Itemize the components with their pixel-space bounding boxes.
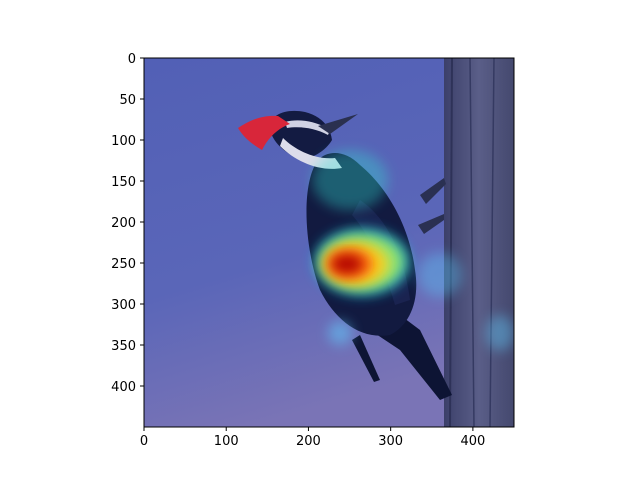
y-axis: 0 50 100 150 200 250 300 350 400 <box>111 52 144 395</box>
y-tick-label: 100 <box>111 134 136 149</box>
y-tick-label: 200 <box>111 216 136 231</box>
y-tick-label: 0 <box>128 52 136 67</box>
heat-spot-belly-core <box>331 254 363 274</box>
crest <box>238 115 290 150</box>
tree-trunk <box>444 58 514 427</box>
axes-frame <box>143 57 515 428</box>
x-tick-label: 300 <box>378 434 403 449</box>
heat-spot-neck <box>312 150 388 210</box>
heat-spot-claw <box>418 253 462 297</box>
trunk-bark-line <box>449 58 453 427</box>
y-tick-label: 400 <box>111 380 136 395</box>
heat-spot-leg <box>328 321 352 345</box>
y-tick-label: 300 <box>111 298 136 313</box>
y-tick-label: 150 <box>111 175 136 190</box>
x-axis: 0 100 200 300 400 <box>140 427 485 449</box>
y-tick-label: 350 <box>111 339 136 354</box>
x-tick-label: 400 <box>460 434 485 449</box>
beak <box>318 114 358 134</box>
heatmap-overlay <box>312 150 514 351</box>
trunk-bark-line <box>469 58 475 427</box>
x-tick-label: 0 <box>140 434 148 449</box>
heat-spot-trunk <box>486 315 514 351</box>
trunk-bark-line <box>489 58 495 427</box>
y-tick-label: 50 <box>119 93 136 108</box>
x-tick-label: 100 <box>214 434 239 449</box>
image-area <box>144 58 514 427</box>
y-tick-label: 250 <box>111 257 136 272</box>
x-tick-label: 200 <box>296 434 321 449</box>
